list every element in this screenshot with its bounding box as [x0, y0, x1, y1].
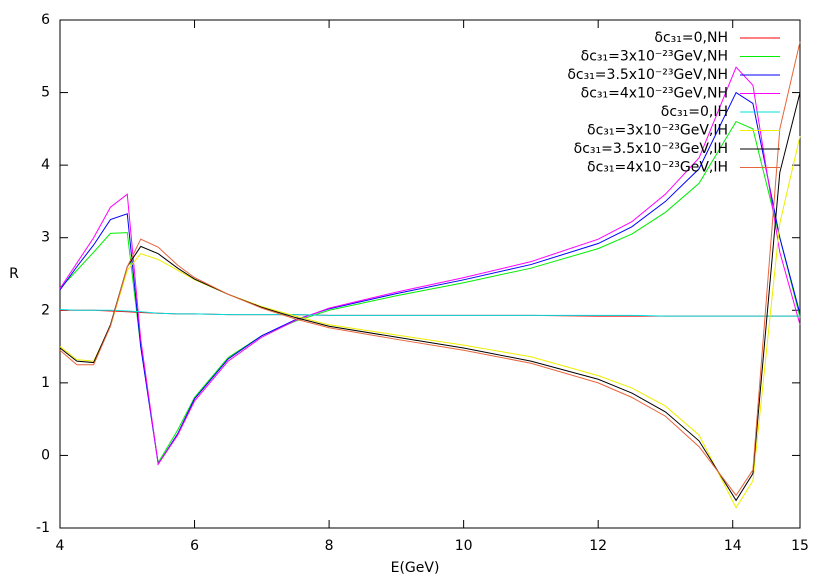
y-tick-label: 2 — [41, 302, 50, 318]
legend-label: δc₃₁=0,NH — [654, 30, 728, 46]
x-tick-label: 10 — [455, 538, 473, 554]
x-tick-label: 4 — [56, 538, 65, 554]
legend-label: δc₃₁=4x10⁻²³GeV,IH — [587, 160, 728, 176]
series-line — [59, 120, 801, 465]
legend-label: δc₃₁=3x10⁻²³GeV,NH — [581, 49, 728, 65]
y-tick-label: 5 — [41, 85, 50, 101]
y-axis-label: R — [9, 266, 19, 282]
legend-label: δc₃₁=3.5x10⁻²³GeV,NH — [567, 67, 728, 83]
legend-label: δc₃₁=3x10⁻²³GeV,IH — [587, 123, 728, 139]
series-line — [59, 66, 801, 466]
y-tick-label: 4 — [41, 157, 50, 173]
series-line — [59, 41, 801, 497]
x-tick-label: 15 — [791, 538, 809, 554]
x-axis-label: E(GeV) — [391, 560, 440, 576]
legend-label: δc₃₁=3.5x10⁻²³GeV,IH — [574, 141, 728, 157]
y-tick-label: 3 — [41, 230, 50, 246]
y-tick-label: 1 — [41, 375, 50, 391]
y-tick-label: 0 — [41, 447, 50, 463]
legend-label: δc₃₁=4x10⁻²³GeV,NH — [581, 86, 728, 102]
legend-label: δc₃₁=0,IH — [661, 104, 728, 120]
y-tick-label: -1 — [36, 520, 50, 536]
series-line — [59, 309, 800, 317]
x-tick-label: 14 — [724, 538, 742, 554]
series-line — [59, 136, 801, 509]
x-tick-label: 6 — [190, 538, 199, 554]
x-tick-label: 8 — [325, 538, 334, 554]
y-tick-label: 6 — [41, 12, 50, 28]
plot-frame — [59, 19, 801, 529]
x-tick-label: 12 — [589, 538, 607, 554]
